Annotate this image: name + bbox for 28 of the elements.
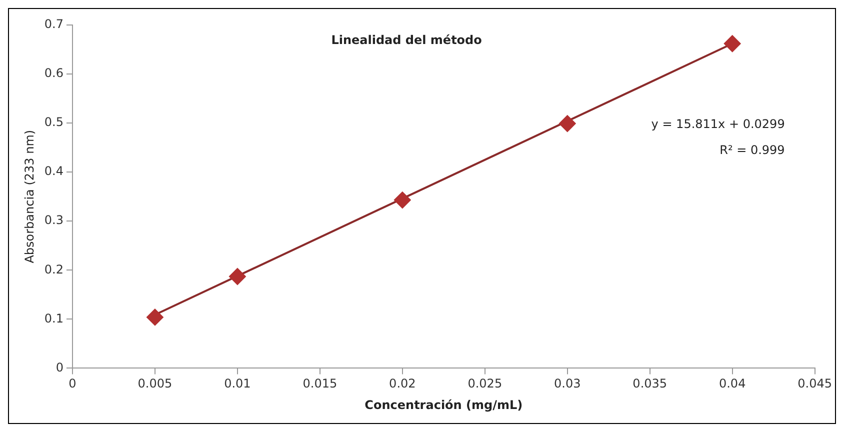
annotation: R² = 0.999 bbox=[720, 143, 785, 158]
x-tick-label: 0.02 bbox=[389, 376, 416, 391]
y-tick-label: 0.2 bbox=[44, 262, 64, 276]
point bbox=[228, 268, 246, 286]
x-tick-label: 0.01 bbox=[224, 376, 251, 391]
point bbox=[394, 192, 411, 209]
point bbox=[146, 308, 164, 326]
x-tick-label: 0.005 bbox=[138, 376, 172, 391]
x-axis-title: Concentración (mg/mL) bbox=[364, 398, 523, 412]
x-tick-label: 0.025 bbox=[468, 376, 502, 391]
y-tick-label: 0.4 bbox=[44, 164, 64, 178]
y-tick-label: 0.3 bbox=[44, 213, 64, 228]
y-tick-label: 0.6 bbox=[44, 66, 64, 80]
x-tick-label: 0.035 bbox=[632, 376, 668, 391]
x-tick-label: 0.04 bbox=[718, 376, 746, 391]
y-tick-label: 0.7 bbox=[44, 17, 64, 32]
y-tick-label: 0.5 bbox=[44, 115, 64, 130]
x-tick-label: 0.03 bbox=[554, 376, 581, 391]
y-axis-title: Absorbancia (233 nm) bbox=[22, 130, 36, 264]
point bbox=[724, 35, 741, 52]
annotation: y = 15.811x + 0.0299 bbox=[651, 117, 785, 132]
x-tick-label: 0.045 bbox=[798, 376, 832, 391]
text: Linealidad del método bbox=[331, 33, 482, 48]
x-tick-label: 0 bbox=[68, 376, 76, 391]
point bbox=[558, 115, 576, 132]
y-tick-label: 0 bbox=[56, 360, 64, 374]
y-tick-label: 0.1 bbox=[44, 311, 64, 326]
x-tick-label: 0.015 bbox=[302, 376, 338, 391]
